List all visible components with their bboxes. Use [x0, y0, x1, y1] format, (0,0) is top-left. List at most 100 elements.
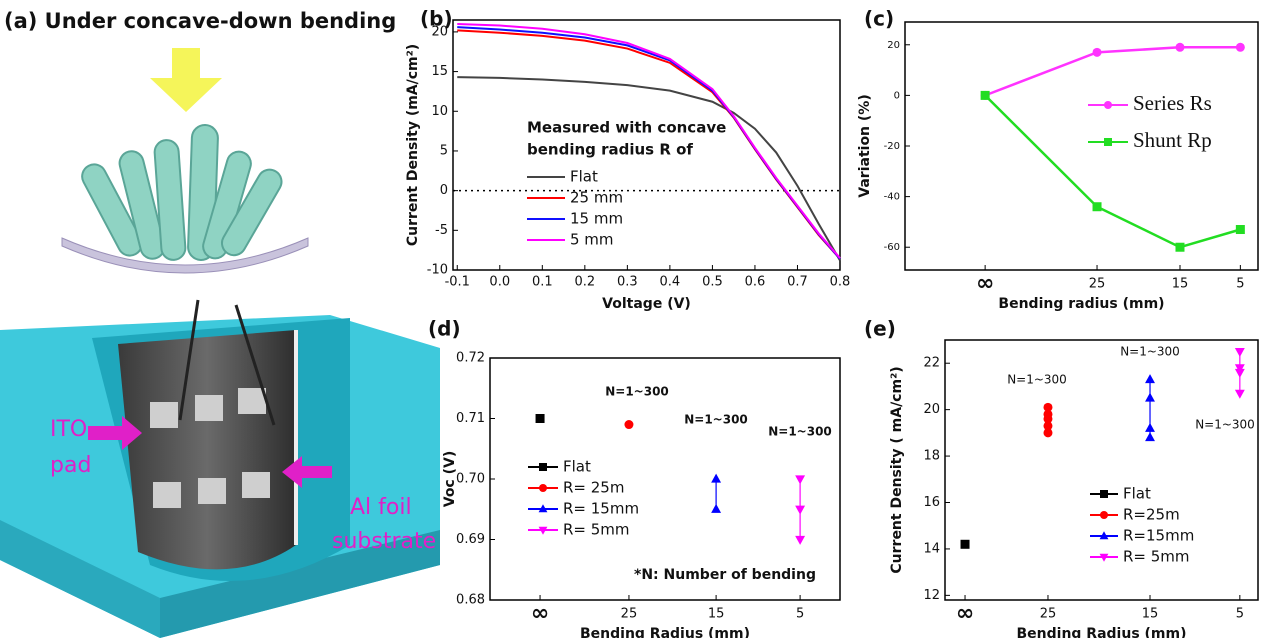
x-tick-label: 25 [621, 607, 638, 622]
legend-label: R= 25m [563, 479, 624, 497]
marker [1043, 428, 1053, 438]
annotation: N=1~300 [605, 385, 669, 399]
marker [538, 504, 548, 513]
series-line [457, 76, 841, 261]
x-tick-label: -0.1 [445, 275, 470, 290]
marker [539, 463, 547, 471]
annotation: N=1~300 [684, 413, 748, 427]
force-arrow [150, 48, 222, 112]
marker [711, 473, 722, 483]
y-tick-label: -20 [884, 141, 900, 152]
x-tick-label: 5 [1236, 277, 1244, 292]
panel-label: (c) [864, 7, 894, 31]
marker [1104, 101, 1112, 109]
al-label: substrate [332, 529, 436, 554]
y-tick-label: 20 [923, 402, 940, 417]
nanowires [81, 124, 283, 261]
legend-label: Series Rs [1133, 91, 1212, 115]
series-line [984, 46, 1241, 97]
legend-label: R=25m [1123, 506, 1180, 524]
annotation: N=1~300 [1120, 345, 1180, 359]
marker [1043, 409, 1053, 419]
marker [539, 484, 547, 492]
y-tick-label: -60 [884, 242, 900, 253]
y-axis-label: Current Density (mA/cm²) [405, 44, 421, 246]
marker [1145, 432, 1155, 442]
y-tick-label: 0.69 [456, 532, 485, 547]
probe [178, 299, 200, 421]
x-tick-label: 0.2 [574, 275, 595, 290]
marker [1092, 47, 1102, 57]
block-side [160, 530, 440, 638]
marker [1234, 364, 1245, 374]
legend-label: R= 5mm [563, 521, 630, 539]
panel-label: (d) [428, 317, 461, 341]
marker [1235, 225, 1245, 235]
y-axis-label: Voc (V) [442, 451, 458, 508]
marker [960, 539, 970, 549]
marker [1100, 511, 1108, 519]
y-tick-label: 0.70 [456, 472, 485, 487]
y-axis-label: Current Density ( mA/cm²) [889, 366, 905, 573]
x-tick-label: 0.8 [830, 275, 851, 290]
marker [795, 475, 806, 485]
legend-label: 15 mm [570, 210, 623, 228]
bent-substrate [61, 237, 309, 274]
marker [1104, 138, 1112, 146]
ito-arrow [88, 416, 142, 450]
y-tick-label: -10 [427, 263, 448, 278]
panel-a-title: (a) Under concave-down bending [4, 9, 396, 33]
y-tick-label: -5 [435, 223, 448, 238]
marker [624, 420, 634, 430]
marker [980, 90, 990, 100]
legend-label: Shunt Rp [1133, 128, 1212, 152]
al-foil [118, 330, 296, 570]
legend-label: Flat [563, 458, 591, 476]
plot-frame [944, 339, 1259, 601]
y-tick-label: 12 [923, 588, 940, 603]
legend-label: 25 mm [570, 189, 623, 207]
marker [1092, 202, 1102, 212]
marker [1145, 374, 1155, 384]
y-tick-label: 5 [440, 143, 448, 158]
legend-title: bending radius R of [527, 141, 693, 159]
y-tick-label: 16 [923, 495, 940, 510]
y-tick-label: 18 [923, 449, 940, 464]
y-tick-label: 20 [887, 40, 900, 51]
illustration: (a) Under concave-down bending ITO pad A… [0, 9, 440, 638]
y-tick-label: 14 [923, 541, 940, 556]
x-tick-label: 15 [1172, 277, 1189, 292]
legend-label: Flat [570, 168, 598, 186]
y-tick-label: 20 [431, 24, 448, 39]
x-tick-label: 0.4 [660, 275, 681, 290]
series-line [984, 94, 1241, 249]
marker [538, 526, 548, 535]
series-line [457, 22, 841, 259]
y-tick-label: 22 [923, 356, 940, 371]
marker [1235, 42, 1245, 52]
y-tick-label: 0 [894, 90, 900, 101]
x-tick-label: 5 [1236, 607, 1244, 622]
marker [1099, 553, 1109, 562]
x-tick-label: 0.1 [532, 275, 553, 290]
x-tick-label: 5 [796, 607, 804, 622]
marker [1099, 531, 1109, 540]
x-tick-label: 15 [1142, 607, 1159, 622]
x-tick-label: 25 [1040, 607, 1057, 622]
x-tick-label: ∞ [531, 601, 549, 626]
x-axis-label: Voltage (V) [602, 296, 691, 312]
legend-label: R=15mm [1123, 527, 1194, 545]
ito-label: ITO [50, 417, 87, 442]
probe [234, 304, 276, 426]
ito-label: pad [50, 453, 91, 478]
x-tick-label: 25 [1089, 277, 1106, 292]
panel-label: (e) [864, 317, 896, 341]
marker [711, 503, 722, 513]
x-tick-label: 0.0 [489, 275, 510, 290]
x-axis-label: Bending radius (mm) [998, 296, 1164, 312]
y-tick-label: -40 [884, 192, 900, 203]
y-tick-label: 0.71 [456, 411, 485, 426]
y-tick-label: 15 [431, 64, 448, 79]
